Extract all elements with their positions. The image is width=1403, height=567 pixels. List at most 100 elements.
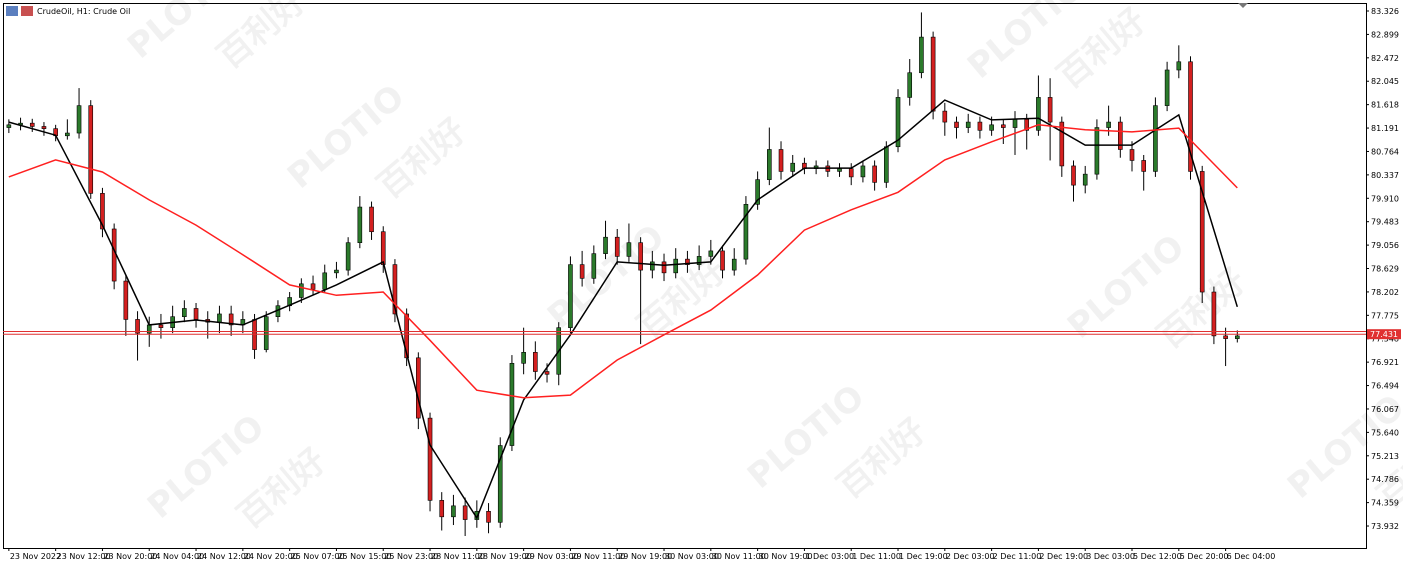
candle-body [299,283,304,298]
x-tick-label: 29 Nov 19:00 [618,552,672,561]
y-tick-label: 73.932 [1371,522,1399,531]
candle-body [509,362,515,446]
candle-body [942,110,948,123]
candle-body [1199,171,1205,293]
candle-body [1118,121,1123,150]
price-label: 77.431 [1370,330,1398,339]
y-tick-label: 74.786 [1371,475,1399,484]
candle-body [392,264,398,315]
candle-body [872,165,877,183]
candle-body [1164,69,1170,106]
x-tick-label: 23 Nov 20:00 [103,552,157,561]
y-tick-label: 83.326 [1371,7,1399,16]
candle-body [486,511,491,523]
candle-body [1094,127,1100,175]
x-tick-label: 25 Nov 23:00 [384,552,438,561]
candle-body [673,258,679,274]
candle-body [930,36,936,112]
x-tick-label: 29 Nov 11:00 [571,552,625,561]
candle-body [919,36,924,74]
y-tick-label: 75.213 [1371,452,1399,461]
candle-body [158,324,164,328]
chart-icon [21,6,33,16]
candle-body [357,206,363,243]
candle-body [65,132,70,137]
candle-body [1176,61,1182,71]
candle-body [497,445,503,523]
x-tick-label: 6 Dec 04:00 [1227,552,1276,561]
y-tick-label: 77.348 [1371,335,1399,344]
candle-body [696,256,702,265]
candle-body [111,228,117,282]
candle-body [661,261,667,274]
y-tick-label: 77.775 [1371,311,1399,320]
candle-body [521,352,526,364]
chart-icon [6,6,18,16]
y-tick-label: 78.629 [1371,265,1399,274]
candle-body [650,261,655,271]
x-tick-label: 1 Dec 03:00 [805,552,854,561]
candle-body [895,97,901,148]
candle-body [755,179,760,205]
y-tick-label: 81.191 [1371,124,1399,133]
x-tick-label: 1 Dec 19:00 [899,552,948,561]
candle-body [989,124,994,131]
candle-body [1129,149,1135,161]
candle-body [310,283,316,290]
candle-body [439,500,445,518]
candle-body [720,250,725,271]
y-tick-label: 79.056 [1371,241,1399,250]
y-tick-label: 76.494 [1371,382,1399,391]
y-tick-label: 75.640 [1371,428,1399,437]
x-tick-label: 30 Nov 03:00 [665,552,719,561]
candle-body [790,162,796,172]
candle-body [767,149,772,180]
candle-body [451,505,456,518]
x-tick-label: 30 Nov 19:00 [759,552,813,561]
candle-body [1082,173,1088,186]
candle-body [1047,97,1053,123]
y-tick-label: 76.921 [1371,358,1399,367]
candle-body [322,272,328,290]
moving-average [8,124,1238,399]
x-tick-label: 28 Nov 19:00 [478,552,532,561]
x-tick-label: 24 Nov 20:00 [244,552,298,561]
candle-body [884,146,889,183]
candle-body [1223,335,1228,339]
candle-body [638,242,643,271]
candle-body [404,313,409,359]
candle-body [182,308,187,317]
x-tick-label: 24 Nov 12:00 [197,552,251,561]
candle-body [41,126,47,129]
candle-body [591,253,597,279]
x-tick-label: 2 Dec 03:00 [946,552,995,561]
candle-body [76,105,82,134]
candle-body [708,250,714,257]
candle-body [977,121,983,131]
candle-body [907,72,913,98]
candle-body [462,505,468,520]
x-tick-label: 2 Dec 19:00 [1039,552,1088,561]
candle-body [380,231,386,265]
x-tick-label: 25 Nov 15:00 [337,552,391,561]
y-tick-label: 79.483 [1371,218,1399,227]
x-tick-label: 3 Dec 03:00 [1086,552,1135,561]
candle-body [416,357,421,419]
x-tick-label: 24 Nov 04:00 [150,552,204,561]
candle-body [837,168,842,172]
candle-body [1059,121,1065,167]
x-tick-label: 25 Nov 07:00 [291,552,345,561]
candle-body [1153,105,1158,172]
candle-body [369,206,374,233]
candle-body [1141,160,1147,172]
plot-frame [3,3,1367,549]
candle-body [685,258,690,265]
x-tick-label: 29 Nov 03:00 [525,552,579,561]
candle-body [1001,124,1006,128]
candle-body [217,313,222,323]
y-tick-label: 79.910 [1371,194,1399,203]
candle-body [123,280,129,320]
candle-body [614,236,620,257]
